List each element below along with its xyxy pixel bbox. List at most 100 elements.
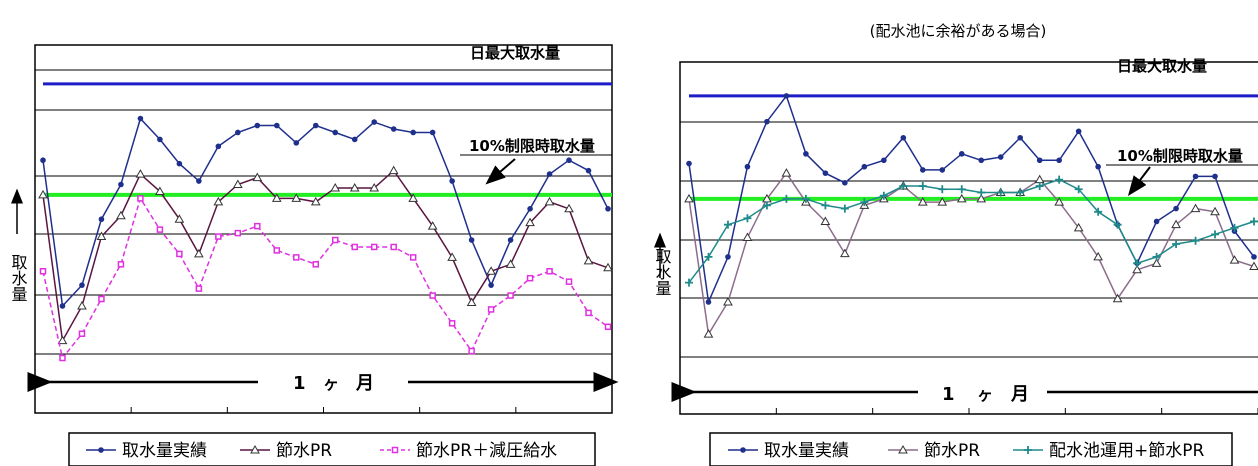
span-label-month-left: 月 — [355, 373, 374, 394]
data-point — [705, 299, 712, 305]
legend-marker — [250, 444, 260, 454]
data-point — [879, 191, 888, 200]
data-point — [118, 181, 124, 188]
chart-right: (配水池に余裕がある場合) 1 ヶ 月 取水量 日最大取水量 10%制限時取水量… — [653, 22, 1258, 466]
data-point — [723, 296, 733, 306]
legend-marker — [898, 444, 908, 454]
data-point — [449, 178, 455, 184]
data-point — [38, 189, 48, 199]
data-point — [937, 197, 948, 206]
data-point — [331, 236, 339, 244]
data-point — [332, 129, 339, 136]
data-point — [1095, 163, 1101, 170]
ref-callout-right — [1127, 166, 1151, 196]
data-point — [1074, 185, 1083, 194]
data-point — [546, 171, 553, 177]
data-point — [604, 323, 612, 331]
plot-frame-right — [679, 61, 1258, 415]
data-point — [997, 154, 1004, 160]
data-point — [939, 167, 946, 173]
data-point — [742, 232, 753, 242]
data-point — [40, 157, 46, 164]
data-point — [271, 193, 282, 202]
data-point — [273, 247, 281, 254]
data-point — [918, 182, 927, 191]
data-point — [429, 129, 436, 136]
data-point — [135, 169, 146, 178]
data-point — [842, 180, 848, 186]
data-point — [137, 115, 144, 122]
data-point — [583, 255, 594, 265]
data-point — [79, 282, 85, 288]
data-point — [1229, 255, 1240, 264]
data-point — [1191, 236, 1200, 245]
data-point — [1093, 251, 1104, 261]
data-point — [1190, 203, 1201, 213]
data-point — [427, 221, 438, 230]
data-point — [822, 170, 829, 176]
data-point — [429, 292, 436, 299]
data-point — [976, 193, 987, 203]
data-point — [213, 196, 224, 206]
data-point — [155, 186, 165, 195]
data-point — [59, 303, 66, 309]
data-point — [526, 274, 534, 282]
data-point — [117, 261, 125, 268]
data-point — [351, 136, 358, 143]
data-point — [1036, 157, 1043, 164]
data-point — [564, 203, 574, 213]
series-line-2 — [42, 169, 609, 344]
data-point — [743, 214, 752, 223]
data-point — [1211, 230, 1220, 239]
data-point — [254, 222, 261, 230]
span-arrow-left: 1 ヶ 月 — [27, 372, 619, 394]
data-point — [174, 214, 185, 223]
legend-label-2: 節水PR — [924, 441, 980, 461]
series-line-3 — [42, 196, 609, 360]
data-point — [1075, 128, 1082, 135]
data-point — [1113, 220, 1122, 229]
data-point — [603, 262, 613, 272]
data-point — [388, 165, 399, 175]
data-point — [527, 206, 533, 212]
data-point — [917, 197, 928, 206]
data-point — [744, 163, 751, 170]
data-point — [234, 229, 242, 237]
data-point — [605, 206, 611, 212]
chart-left: 1 ヶ 月 取水量 日最大取水量 10%制限時取水量 取水量実績 節水PR 節水PR… — [9, 44, 619, 466]
legend-label-1: 取水量実績 — [122, 441, 207, 461]
data-point — [468, 347, 475, 355]
data-point — [39, 268, 47, 275]
data-point — [488, 282, 494, 288]
data-point — [781, 168, 792, 177]
span-label-1-right: 1 — [942, 384, 955, 405]
data-point — [1133, 259, 1142, 268]
data-point — [371, 119, 378, 125]
data-point — [215, 143, 222, 150]
data-point — [349, 182, 360, 192]
data-point — [686, 160, 692, 167]
data-point — [96, 231, 107, 241]
data-point — [390, 243, 397, 251]
data-point — [291, 193, 302, 202]
data-point — [410, 129, 416, 136]
data-point — [507, 237, 514, 243]
span-arrow-right: 1 ヶ 月 — [671, 382, 1258, 405]
data-point — [390, 126, 397, 132]
data-point — [762, 201, 771, 210]
data-point — [196, 178, 202, 184]
data-point — [820, 216, 831, 225]
data-point — [312, 261, 320, 268]
ref-label-limit-left: 10%制限時取水量 — [469, 137, 595, 155]
data-point — [116, 210, 126, 220]
data-point — [466, 297, 477, 306]
y-axis-label-left: 取水量 — [9, 188, 28, 302]
data-point — [370, 243, 378, 251]
data-point — [1054, 197, 1065, 206]
series-line-1 — [42, 117, 609, 308]
data-point — [723, 220, 732, 229]
legend-box-right — [709, 432, 1233, 466]
data-point — [1094, 207, 1103, 216]
data-point — [860, 198, 869, 207]
